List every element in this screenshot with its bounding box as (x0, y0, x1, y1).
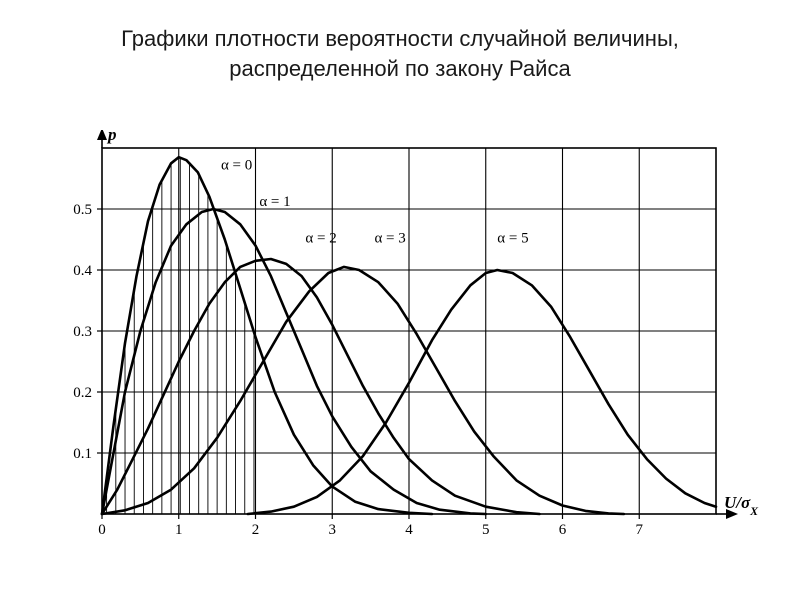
y-tick-label: 0.4 (73, 263, 92, 279)
y-tick-label: 0.1 (73, 446, 92, 462)
chart-title: Графики плотности вероятности случайной … (0, 24, 800, 83)
x-tick-label: 6 (559, 522, 567, 538)
x-tick-label: 1 (175, 522, 183, 538)
y-tick-label: 0.3 (73, 324, 92, 340)
x-tick-label: 4 (405, 522, 413, 538)
y-tick-label: 0.2 (73, 385, 92, 401)
x-tick-label: 5 (482, 522, 490, 538)
rice-pdf-chart: 012345670.10.20.30.40.5pU/σXα = 0α = 1α … (40, 130, 760, 550)
y-tick-label: 0.5 (73, 202, 92, 218)
x-tick-label: 0 (98, 522, 106, 538)
x-tick-label: 7 (636, 522, 644, 538)
curve-label: α = 1 (259, 194, 290, 210)
curve-label: α = 0 (221, 157, 252, 173)
x-tick-label: 3 (329, 522, 337, 538)
curve-label: α = 2 (305, 231, 336, 247)
y-axis-label: p (106, 130, 117, 144)
curve-label: α = 3 (374, 231, 405, 247)
curve-label: α = 5 (497, 231, 528, 247)
title-line2: распределенной по закону Райса (0, 54, 800, 84)
title-line1: Графики плотности вероятности случайной … (0, 24, 800, 54)
x-tick-label: 2 (252, 522, 260, 538)
